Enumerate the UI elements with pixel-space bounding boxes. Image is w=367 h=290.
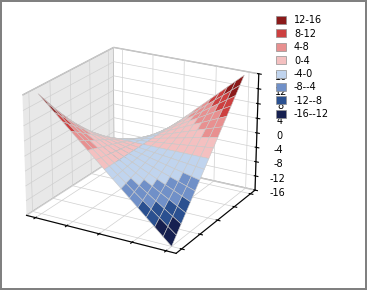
Legend: 12-16, 8-12, 4-8, 0-4, -4-0, -8--4, -12--8, -16--12: 12-16, 8-12, 4-8, 0-4, -4-0, -8--4, -12-… <box>276 15 329 119</box>
